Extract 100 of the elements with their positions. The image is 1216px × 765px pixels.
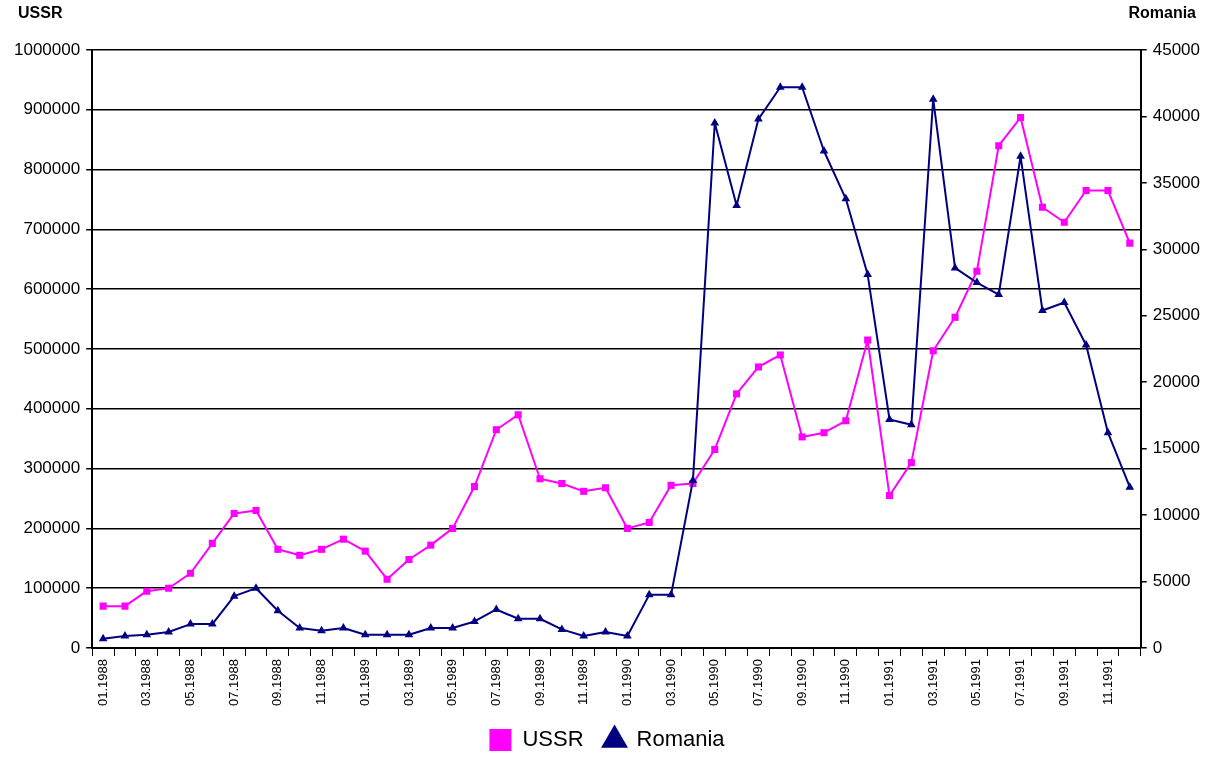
point (601, 627, 610, 635)
point (863, 269, 872, 278)
point (973, 267, 981, 275)
x-tick-label: 03.1990 (662, 659, 678, 707)
point (252, 506, 260, 514)
x-tick-label: 11.1990 (837, 659, 853, 706)
point (885, 491, 894, 500)
x-tick-label: 03.1988 (138, 659, 154, 707)
point (165, 584, 173, 592)
point (296, 551, 304, 559)
x-tick-label: 05.1988 (182, 659, 198, 707)
x-tick-label: 03.1991 (924, 659, 940, 707)
y-tick-label: 500000 (23, 338, 81, 358)
point (1082, 187, 1090, 195)
point (208, 619, 217, 627)
point (1060, 218, 1068, 226)
point (99, 602, 107, 610)
point (1038, 305, 1047, 313)
point (754, 363, 762, 371)
point (644, 589, 654, 598)
point (318, 545, 326, 553)
point (710, 118, 720, 126)
point (950, 262, 960, 271)
point (666, 589, 676, 598)
y-tick-label: 600000 (23, 278, 81, 298)
x-tick-label: 07.1990 (750, 659, 766, 707)
point (360, 629, 370, 638)
point (864, 336, 872, 344)
y2-tick-label: 25000 (1152, 305, 1201, 325)
point (1016, 151, 1025, 159)
point (382, 629, 392, 638)
point (448, 623, 457, 631)
point (470, 483, 478, 491)
x-tick-label: 03.1989 (400, 659, 416, 707)
y2-tick-label: 0 (1152, 637, 1163, 657)
y2-tick-label: 45000 (1152, 39, 1201, 59)
point (427, 541, 435, 549)
x-tick-label: 11.1988 (313, 659, 329, 706)
x-tick-label: 05.1990 (706, 659, 722, 707)
x-tick-label: 01.1990 (618, 659, 634, 707)
point (885, 414, 894, 422)
point (1104, 187, 1112, 195)
point (273, 605, 283, 614)
x-tick-label: 11.1989 (575, 659, 591, 706)
y2-tick-label: 35000 (1152, 172, 1201, 192)
x-tick-label: 11.1991 (1099, 659, 1115, 706)
point (491, 604, 501, 612)
y2-axis-title: Romania (1128, 4, 1197, 22)
point (995, 142, 1003, 150)
point (929, 347, 937, 355)
point (535, 613, 545, 622)
x-tick-label: 09.1991 (1055, 659, 1071, 707)
y-tick-label: 400000 (23, 398, 81, 418)
x-tick-label: 09.1990 (793, 659, 809, 707)
point (623, 524, 631, 532)
point (514, 411, 522, 419)
point (623, 631, 632, 639)
legend-label: USSR (522, 726, 584, 752)
point (754, 114, 763, 122)
point (820, 429, 828, 437)
point (558, 480, 566, 488)
y2-tick-label: 20000 (1152, 371, 1201, 391)
point (492, 426, 500, 434)
point (208, 539, 216, 547)
point (994, 289, 1004, 298)
point (186, 619, 195, 627)
point (120, 631, 130, 639)
point (798, 433, 806, 441)
point (121, 602, 129, 610)
y-axis-title: USSR (18, 4, 63, 22)
point (602, 484, 610, 492)
point (1059, 297, 1069, 305)
point (317, 625, 326, 634)
point (142, 629, 152, 638)
point (229, 591, 239, 599)
point (1125, 482, 1135, 490)
point (776, 351, 784, 359)
x-tick-label: 05.1991 (968, 659, 984, 707)
point (1017, 114, 1025, 122)
x-tick-label: 01.1989 (356, 659, 372, 707)
x-tick-label: 01.1991 (881, 659, 897, 707)
point (295, 623, 305, 631)
point (711, 445, 719, 454)
x-tick-label: 07.1988 (225, 659, 241, 707)
point (186, 569, 195, 577)
point (1126, 239, 1134, 247)
y-tick-label: 700000 (23, 219, 81, 239)
point (98, 633, 108, 642)
x-tick-label: 09.1989 (531, 659, 547, 707)
y-tick-label: 0 (70, 637, 81, 657)
point (667, 481, 675, 489)
point (557, 624, 567, 632)
point (361, 547, 369, 555)
point (536, 475, 544, 483)
point (688, 475, 698, 484)
y2-tick-label: 15000 (1152, 438, 1201, 458)
x-tick-label: 07.1989 (487, 659, 503, 707)
point (1081, 340, 1091, 348)
x-tick-label: 05.1989 (444, 659, 460, 707)
point (513, 613, 523, 622)
